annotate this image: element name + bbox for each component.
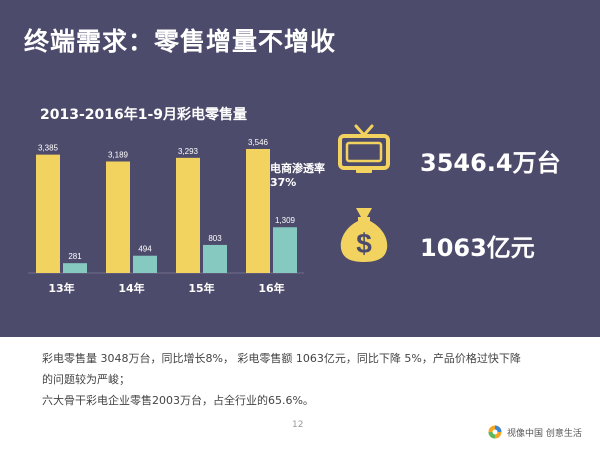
slide-header-panel: [0, 0, 600, 337]
bar-13年-series1: [36, 154, 60, 273]
x-tick-label: 13年: [48, 281, 74, 295]
bar-chart: 3,385 281 13年 3,189 494 14年 3,293 803 15年 3,546 1,…: [28, 138, 304, 295]
bar-value-label: 3,293: [178, 147, 199, 156]
tv-icon: [338, 124, 390, 173]
svg-text:$: $: [356, 228, 372, 259]
summary-line: 六大骨干彩电企业零售2003万台，占全行业的65.6%。: [42, 394, 314, 407]
summary-line: 的问题较为严峻；: [42, 373, 130, 386]
money-bag-icon: $: [340, 208, 388, 262]
bar-13年-series2: [63, 263, 87, 273]
x-tick-label: 15年: [188, 281, 214, 295]
chart-title: 2013-2016年1-9月彩电零售量: [40, 107, 248, 123]
bar-15年-series1: [176, 157, 200, 273]
x-tick-label: 16年: [258, 281, 284, 295]
penetration-value: 37%: [270, 176, 297, 189]
penetration-annotation: 电商渗透率 37%: [270, 162, 325, 190]
penetration-label: 电商渗透率: [270, 162, 325, 175]
bar-value-label: 281: [68, 252, 82, 261]
bar-16年-series1: [246, 149, 270, 273]
bar-16年-series2: [273, 227, 297, 273]
x-tick-label: 14年: [118, 281, 144, 295]
stat-retail-volume: 3546.4万台: [420, 149, 561, 177]
brand-text: 视像中国 创意生活: [507, 428, 582, 439]
brand-logo-icon: [488, 425, 502, 439]
bar-15年-series2: [203, 244, 227, 273]
bar-14年-series1: [106, 161, 130, 273]
stat-retail-sales: 1063亿元: [420, 234, 535, 262]
bar-value-label: 3,385: [38, 144, 59, 153]
page-number: 12: [292, 420, 304, 430]
slide-title: 终端需求：零售增量不增收: [24, 27, 337, 56]
bar-value-label: 3,546: [248, 138, 269, 147]
bar-value-label: 803: [208, 234, 222, 243]
bar-value-label: 494: [138, 245, 152, 254]
bar-14年-series2: [133, 255, 157, 273]
summary-text: 彩电零售量 3048万台，同比增长8%， 彩电零售额 1063亿元，同比下降 5…: [42, 348, 572, 411]
bar-value-label: 3,189: [108, 150, 129, 159]
brand-footer: 视像中国 创意生活: [488, 425, 582, 439]
bar-value-label: 1,309: [275, 216, 296, 225]
summary-line: 彩电零售量 3048万台，同比增长8%， 彩电零售额 1063亿元，同比下降 5…: [42, 352, 521, 365]
